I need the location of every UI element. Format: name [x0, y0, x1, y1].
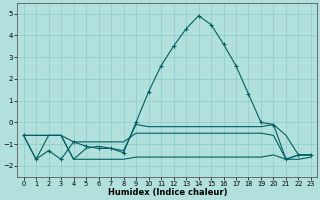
- X-axis label: Humidex (Indice chaleur): Humidex (Indice chaleur): [108, 188, 227, 197]
